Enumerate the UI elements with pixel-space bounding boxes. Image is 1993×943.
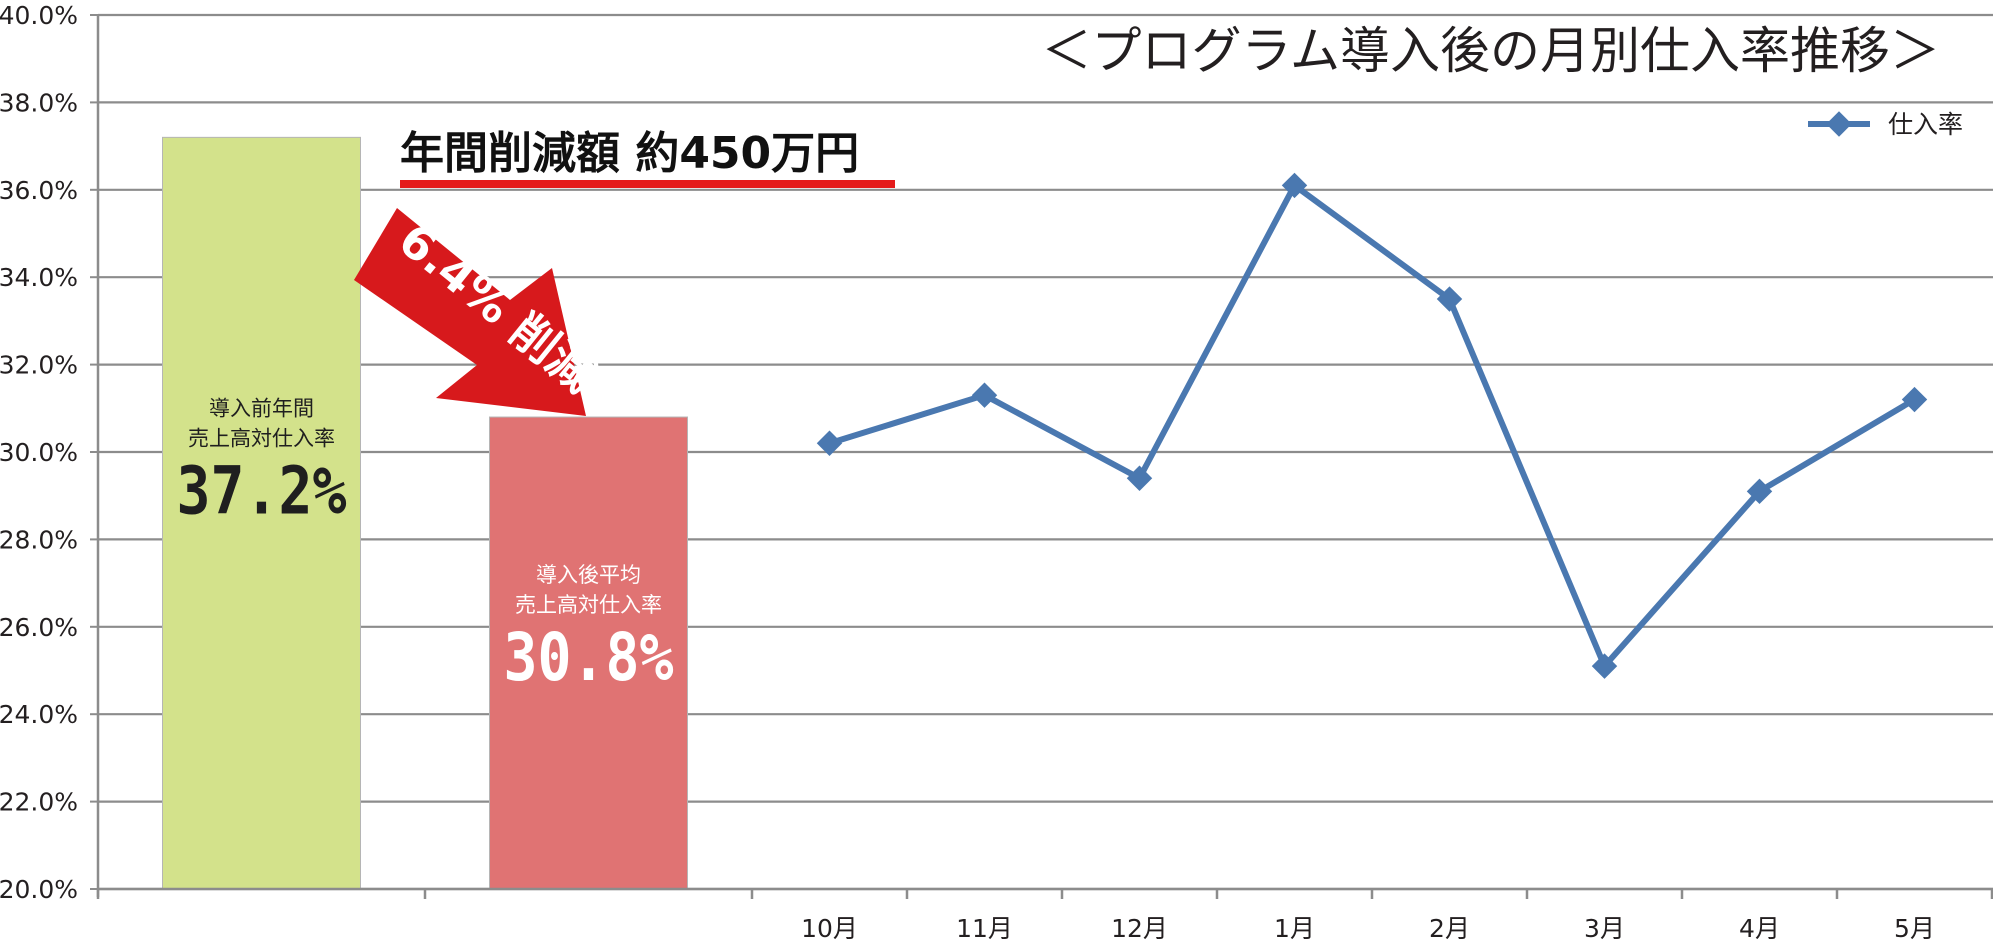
x-tick-label: 12月 (1111, 914, 1168, 943)
gridlines (98, 13, 1993, 891)
x-tick-label: 1月 (1274, 914, 1315, 943)
line-series (816, 172, 1928, 679)
x-tick-label: 2月 (1429, 914, 1470, 943)
annual-savings-headline: 年間削減額 約450万円 (400, 128, 859, 179)
bar-label-line2: 売上高対仕入率 (515, 593, 662, 617)
legend: 仕入率 (1808, 110, 1963, 139)
bar-label-line2: 売上高対仕入率 (188, 426, 335, 450)
data-point (1901, 386, 1928, 413)
bar-label-line1: 導入後平均 (536, 563, 641, 587)
bar (489, 416, 688, 890)
bar (162, 136, 361, 890)
bar-value-label: 30.8% (504, 619, 674, 696)
y-tick-label: 26.0% (0, 613, 78, 642)
data-point (816, 430, 843, 456)
data-point (971, 382, 998, 408)
legend-series-marker (1826, 111, 1852, 137)
y-tick-label: 36.0% (0, 176, 78, 205)
chart-title: ＜プログラム導入後の月別仕入率推移＞ (1042, 22, 1941, 80)
data-point (1126, 465, 1153, 491)
reduction-arrow-icon (354, 208, 586, 416)
y-tick-label: 38.0% (0, 88, 78, 117)
bar-value-label: 37.2% (177, 452, 347, 529)
series-line (828, 182, 1917, 670)
y-tick-label: 34.0% (0, 263, 78, 292)
y-tick-label: 20.0% (0, 875, 78, 904)
y-tick-label: 30.0% (0, 438, 78, 467)
x-tick-label: 10月 (801, 914, 858, 943)
x-tick-label: 3月 (1584, 914, 1625, 943)
legend-series-label: 仕入率 (1888, 110, 1963, 139)
y-tick-label: 24.0% (0, 700, 78, 729)
x-tick-label: 4月 (1739, 914, 1780, 943)
y-tick-label: 40.0% (0, 1, 78, 30)
y-tick-label: 32.0% (0, 351, 78, 380)
x-tick-label: 11月 (956, 914, 1013, 943)
y-tick-label: 28.0% (0, 525, 78, 554)
headline-underline (400, 180, 895, 188)
annotations: 6.4% 削減 年間削減額 約450万円 (354, 128, 895, 416)
y-tick-label: 22.0% (0, 788, 78, 817)
bar-label-line1: 導入前年間 (209, 396, 314, 420)
x-tick-label: 5月 (1894, 914, 1935, 943)
